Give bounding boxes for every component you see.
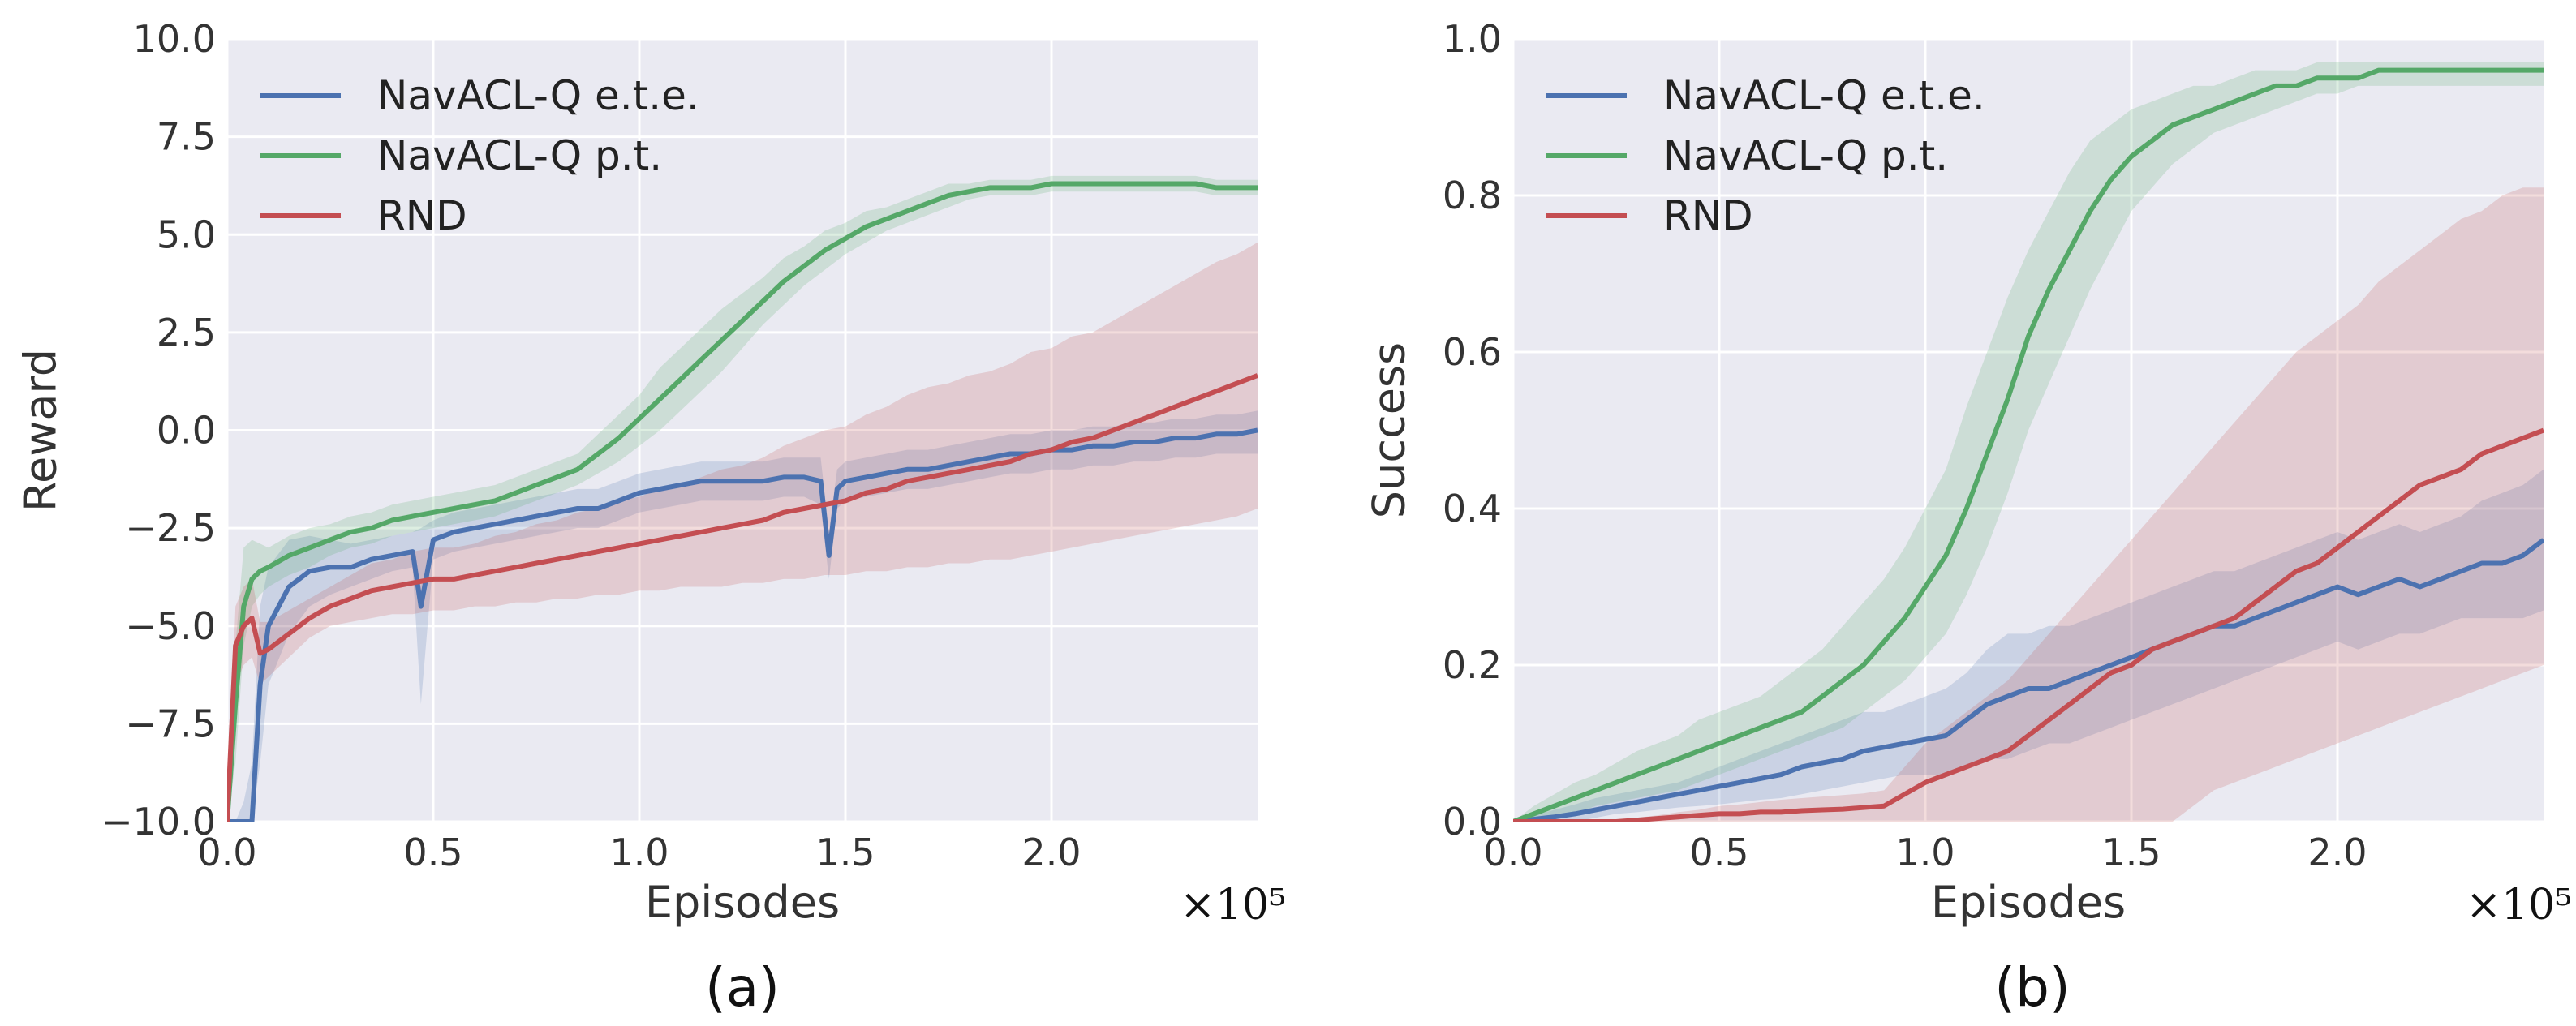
y-axis-label: Reward [15, 349, 67, 512]
x-axis-label: Episodes [1931, 877, 2126, 928]
y-tick-label: 0.8 [1443, 174, 1502, 217]
x-tick-label: 0.5 [1689, 831, 1748, 874]
x-tick-label: 1.0 [609, 831, 669, 874]
y-tick-label: 0.6 [1443, 330, 1502, 374]
x-axis-multiplier: ×10⁵ [1180, 881, 1286, 929]
panel-reward: −10.0 −7.5 −5.0 −2.5 0.0 2.5 5.0 7.5 10.0 0.0 0.5 1… [15, 17, 1287, 929]
panel-a-caption: (a) [705, 956, 780, 1019]
y-tick-label: −5.0 [125, 604, 216, 648]
x-tick-label: 0.0 [197, 831, 256, 874]
confidence-band-rnd [1513, 187, 2544, 822]
y-tick-label: 0.0 [1443, 800, 1502, 844]
plot-series [227, 175, 1258, 822]
legend-label: NavACL-Q e.t.e. [377, 72, 699, 119]
panel-success: 0.0 0.2 0.4 0.6 0.8 1.0 0.0 0.5 1.0 1.5 2.0 Episode… [1364, 17, 2573, 929]
x-tick-label: 0.0 [1483, 831, 1542, 874]
confidence-band-navacl-q-e-t-e- [1513, 469, 2544, 822]
legend-label: NavACL-Q p.t. [1663, 132, 1948, 179]
x-tick-label: 1.5 [2101, 831, 2161, 874]
legend-label: NavACL-Q e.t.e. [1663, 72, 1985, 119]
y-tick-label: 10.0 [133, 17, 216, 61]
series-line-navacl-q-p-t- [227, 181, 1258, 822]
x-axis-label: Episodes [645, 877, 840, 928]
legend-label: RND [377, 192, 467, 239]
y-tick-label: 2.5 [157, 311, 216, 354]
y-tick-label: −7.5 [125, 702, 216, 745]
series-line-navacl-q-p-t- [1513, 67, 2544, 822]
series-line-navacl-q-e-t-e- [1513, 538, 2544, 822]
series-line-rnd [227, 373, 1258, 822]
y-tick-label: 5.0 [157, 212, 216, 256]
y-tick-label: 0.2 [1443, 643, 1502, 687]
y-tick-label: −2.5 [125, 506, 216, 550]
y-axis-label: Success [1364, 342, 1415, 518]
x-axis-multiplier: ×10⁵ [2466, 881, 2572, 929]
y-tick-label: 7.5 [157, 115, 216, 159]
panel-b-caption: (b) [1994, 956, 2070, 1019]
plot-series [1513, 62, 2544, 822]
y-tick-label: −10.0 [101, 800, 216, 844]
series-line-navacl-q-e-t-e- [227, 427, 1258, 822]
x-tick-label: 2.0 [2307, 831, 2367, 874]
x-tick-label: 2.0 [1021, 831, 1081, 874]
x-tick-label: 0.5 [403, 831, 462, 874]
confidence-band-navacl-q-e-t-e- [227, 410, 1258, 822]
legend-label: RND [1663, 192, 1753, 239]
y-tick-label: 0.0 [157, 409, 216, 453]
x-tick-label: 1.5 [815, 831, 875, 874]
series-line-rnd [1513, 427, 2544, 822]
x-tick-label: 1.0 [1895, 831, 1955, 874]
confidence-band-rnd [227, 242, 1258, 822]
confidence-band-navacl-q-p-t- [227, 175, 1258, 822]
legend-label: NavACL-Q p.t. [377, 132, 662, 179]
y-tick-label: 0.4 [1443, 487, 1502, 530]
y-tick-label: 1.0 [1443, 17, 1502, 61]
